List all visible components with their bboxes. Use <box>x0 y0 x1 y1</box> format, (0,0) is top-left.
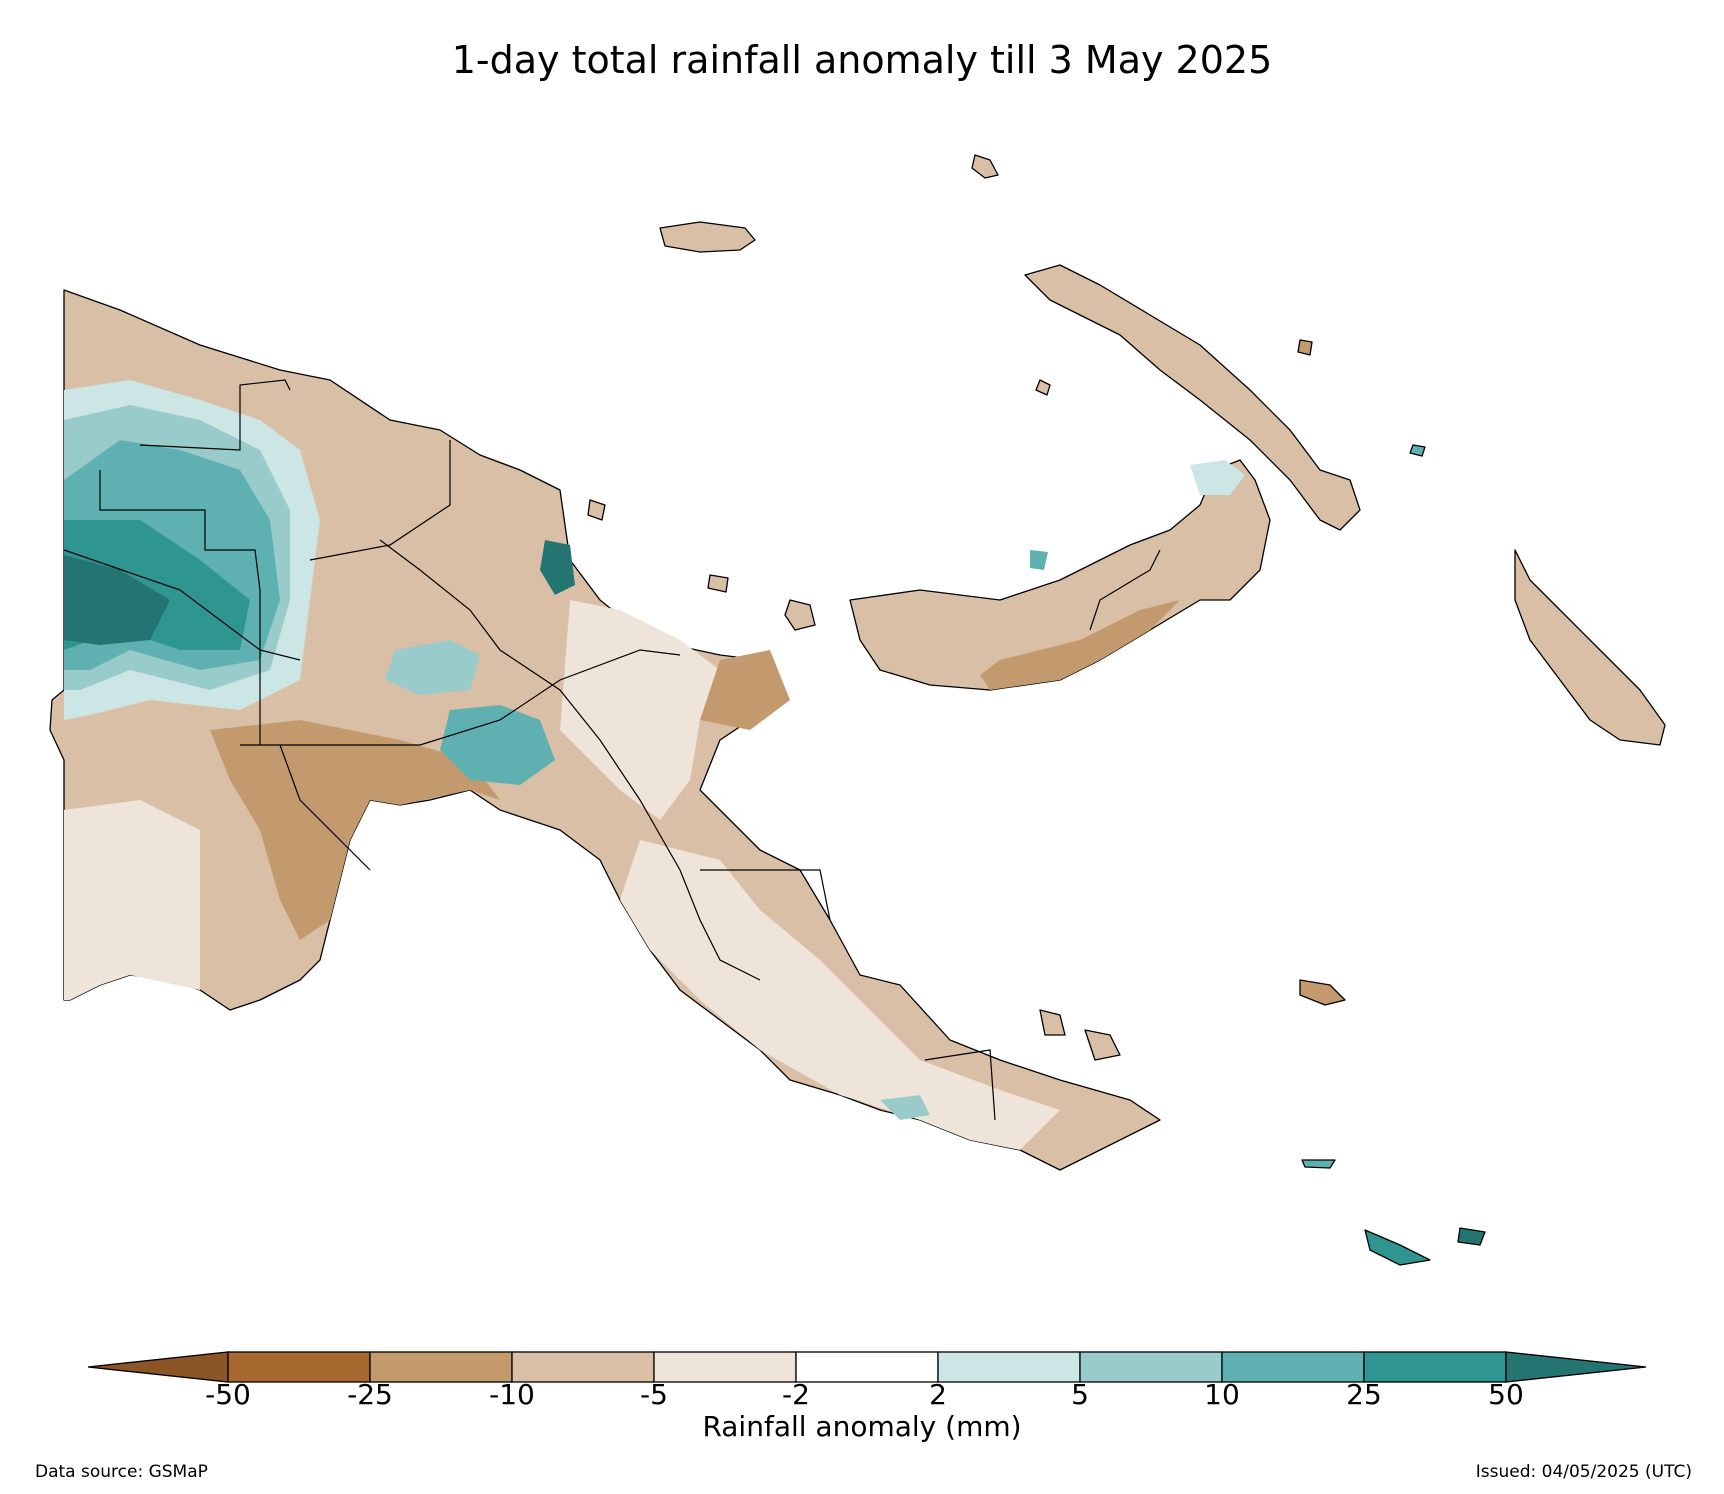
colorbar-tick-label: -2 <box>782 1378 810 1411</box>
colorbar-segment <box>653 1351 797 1383</box>
anomaly-dry-strong <box>700 650 790 730</box>
colorbar-segment <box>795 1351 939 1383</box>
data-source-note: Data source: GSMaP <box>35 1462 208 1482</box>
anomaly-dry-light <box>64 800 200 1000</box>
colorbar-tick-label: -10 <box>489 1378 535 1411</box>
anomaly-wet-extreme <box>64 555 170 645</box>
colorbar-label: Rainfall anomaly (mm) <box>702 1410 1022 1443</box>
colorbar-segment <box>369 1351 513 1383</box>
colorbar-tick-label: 50 <box>1488 1378 1524 1411</box>
small-island <box>1457 1227 1486 1246</box>
small-island <box>1297 339 1313 356</box>
colorbar-tick-label: 25 <box>1346 1378 1382 1411</box>
anomaly-dry-strong <box>980 600 1180 690</box>
province-boundary <box>99 470 261 745</box>
province-boundary <box>63 549 301 661</box>
colorbar-tick-label: -25 <box>347 1378 393 1411</box>
small-island <box>1299 979 1346 1006</box>
province-boundary <box>599 739 761 981</box>
small-island <box>784 599 816 631</box>
colorbar-tick-label: -5 <box>640 1378 668 1411</box>
province-boundary <box>379 539 601 741</box>
colorbar-tick-label: -50 <box>205 1378 251 1411</box>
colorbar <box>87 1351 1647 1383</box>
manus-island <box>659 221 756 253</box>
colorbar-tick-label: 10 <box>1204 1378 1240 1411</box>
province-boundary <box>700 869 831 921</box>
colorbar-tick-label: 2 <box>929 1378 947 1411</box>
small-island <box>1409 444 1426 457</box>
small-island <box>971 154 999 179</box>
issued-date: Issued: 04/05/2025 (UTC) <box>1475 1462 1692 1482</box>
colorbar-segment <box>1363 1351 1507 1383</box>
small-island <box>1301 1159 1336 1169</box>
new-britain-island <box>849 459 1271 691</box>
colorbar-segment <box>1079 1351 1223 1383</box>
colorbar-tick-label: 5 <box>1071 1378 1089 1411</box>
province-boundary <box>924 1049 996 1121</box>
colorbar-extend-high <box>1505 1351 1647 1383</box>
province-boundary <box>279 744 371 871</box>
province-boundary <box>309 440 451 561</box>
province-boundary <box>139 379 291 451</box>
new-ireland-island <box>1024 264 1361 531</box>
anomaly-wet-local <box>540 540 575 595</box>
anomaly-wet-local <box>880 1095 930 1120</box>
bougainville-island <box>1514 549 1666 746</box>
small-island <box>707 574 729 593</box>
small-island <box>1035 379 1051 396</box>
map-title: 1-day total rainfall anomaly till 3 May … <box>451 38 1273 82</box>
anomaly-dry-light <box>620 840 1060 1150</box>
anomaly-wet-local <box>440 705 555 785</box>
anomaly-wet-local <box>1190 460 1245 495</box>
anomaly-wet-local <box>385 640 480 695</box>
colorbar-segment <box>1221 1351 1365 1383</box>
province-boundary <box>1089 549 1161 631</box>
small-island <box>1364 1229 1431 1266</box>
anomaly-dry-strong <box>210 720 500 940</box>
anomaly-wet-local <box>1030 550 1048 570</box>
small-island <box>587 499 606 521</box>
colorbar-segment <box>937 1351 1081 1383</box>
small-island <box>1084 1029 1121 1061</box>
province-boundary <box>240 649 681 746</box>
small-island <box>1039 1009 1066 1036</box>
